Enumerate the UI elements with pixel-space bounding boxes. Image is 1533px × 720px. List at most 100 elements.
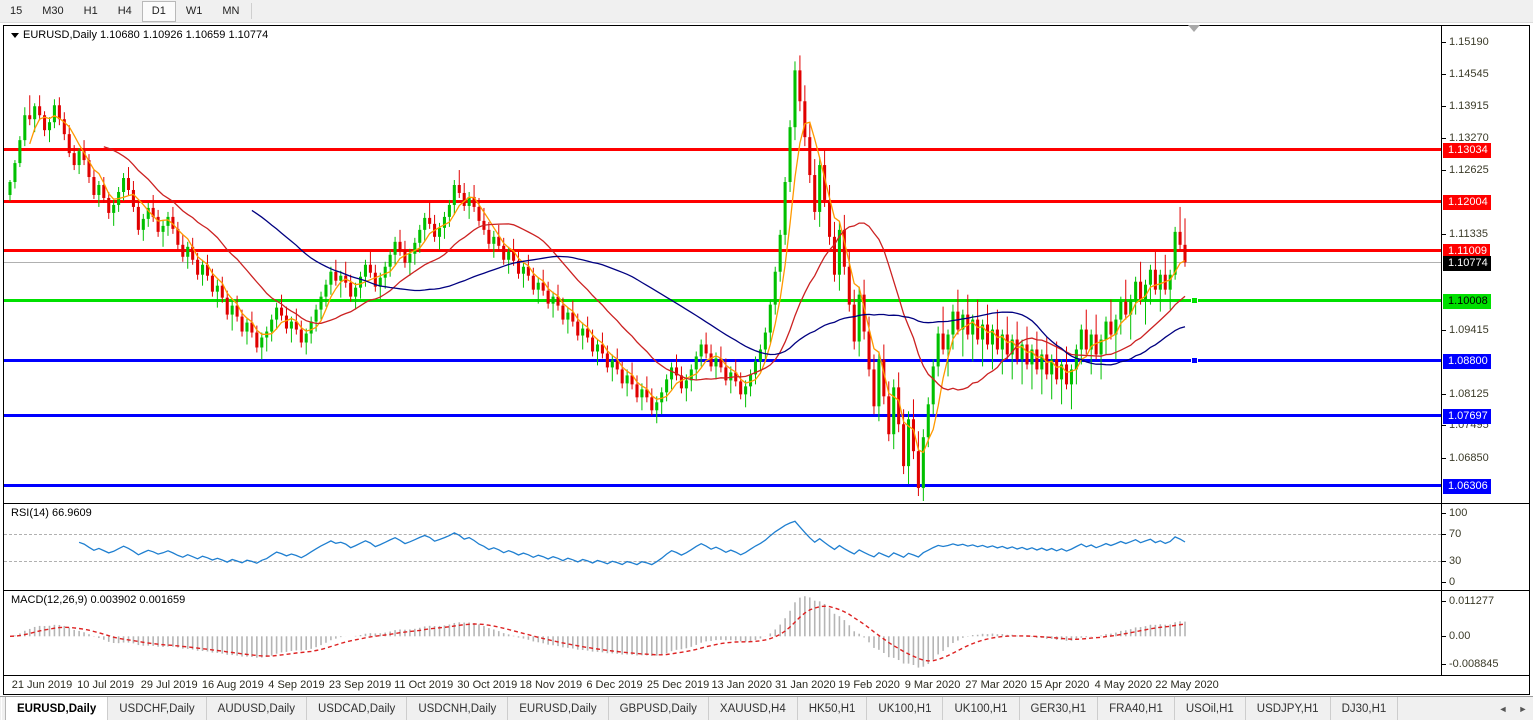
price-axis-label: 1.12625 (1449, 163, 1489, 176)
price-level-handle-1.08800[interactable] (1191, 357, 1198, 365)
price-level-handle-1.10008[interactable] (1191, 297, 1198, 305)
price-axis-label: 1.14545 (1449, 68, 1489, 81)
price-pane[interactable]: EURUSD,Daily 1.10680 1.10926 1.10659 1.1… (4, 26, 1529, 504)
date-axis-label: 9 Mar 2020 (904, 679, 961, 691)
moving-average-50 (251, 209, 1186, 366)
price-axis-tick (1442, 457, 1446, 459)
macd-axis-tick (1442, 664, 1446, 665)
chart-tab-uk100-h1[interactable]: UK100,H1 (867, 697, 944, 720)
timeframe-button-d1[interactable]: D1 (141, 0, 176, 22)
price-level-chip-1.10774[interactable]: 1.10774 (1443, 256, 1491, 272)
chart-tab-gbpusd-daily[interactable]: GBPUSD,Daily (609, 697, 709, 720)
macd-plot-area[interactable] (4, 591, 1441, 675)
tab-bar-grip[interactable] (0, 697, 6, 720)
price-axis-tick (1442, 169, 1446, 171)
price-level-chip-1.13034[interactable]: 1.13034 (1443, 143, 1491, 159)
rsi-plot-area[interactable] (4, 504, 1441, 590)
price-axis-label: 1.13270 (1449, 131, 1489, 144)
price-level-chip-1.07697[interactable]: 1.07697 (1443, 409, 1491, 425)
price-level-line-resistance-1.13034[interactable] (4, 148, 1441, 152)
chart-tab-hk50-h1[interactable]: HK50,H1 (798, 697, 868, 720)
macd-signal-line (9, 605, 1186, 662)
tab-scroll-left-button[interactable]: ◄ (1498, 703, 1508, 714)
macd-axis: 0.011277 0.00 -0.008845 (1441, 591, 1529, 675)
price-axis-tick (1442, 105, 1446, 107)
chart-tab-bar[interactable]: EURUSD,Daily USDCHF,Daily AUDUSD,Daily USDC… (0, 696, 1533, 720)
chart-window[interactable]: EURUSD,Daily 1.10680 1.10926 1.10659 1.1… (3, 25, 1530, 695)
timeframe-button-h4[interactable]: H4 (117, 4, 132, 17)
price-level-chip-1.12004[interactable]: 1.12004 (1443, 194, 1491, 210)
rsi-pane[interactable]: RSI(14) 66.9609 100 70 30 0 (4, 504, 1529, 591)
date-axis-label: 25 Dec 2019 (646, 679, 710, 691)
rsi-series (78, 520, 1186, 566)
date-axis-label: 4 May 2020 (1094, 679, 1153, 691)
chevron-down-icon[interactable] (11, 32, 19, 38)
chart-tab-usoil-h1[interactable]: USOil,H1 (1175, 697, 1246, 720)
price-level-line-support-1.07697[interactable] (4, 414, 1441, 418)
rsi-axis-tick (1442, 582, 1446, 583)
rsi-axis-tick (1442, 533, 1446, 535)
moving-average-5 (29, 115, 1186, 454)
rsi-axis-label: 70 (1449, 527, 1462, 540)
date-axis-label: 10 Jul 2019 (77, 679, 135, 691)
moving-average-20 (103, 146, 1186, 391)
date-axis[interactable]: 21 Jun 2019 10 Jul 2019 29 Jul 2019 16 Aug … (4, 676, 1529, 694)
chart-tab-usdcad-daily[interactable]: USDCAD,Daily (307, 697, 408, 720)
date-axis-label: 19 Feb 2020 (838, 679, 900, 691)
price-level-line-support-1.06306[interactable] (4, 483, 1441, 487)
macd-axis-tick (1442, 601, 1446, 602)
price-axis-label: 1.11335 (1449, 228, 1488, 241)
date-axis-label: 29 Jul 2019 (140, 679, 198, 691)
price-axis-label: 1.09415 (1449, 323, 1489, 336)
chart-tab-eurusd-daily[interactable]: EURUSD,Daily (508, 697, 609, 720)
rsi-axis-label: 30 (1449, 555, 1462, 568)
price-level-line-pivot-1.10008[interactable] (4, 299, 1441, 303)
price-level-line-current-price-1.10774[interactable] (4, 262, 1441, 264)
date-axis-label: 21 Jun 2019 (11, 679, 73, 691)
rsi-axis-label: 100 (1449, 507, 1468, 519)
chart-tab-usdcnh-daily[interactable]: USDCNH,Daily (407, 697, 509, 720)
price-axis-tick (1442, 137, 1446, 139)
rsi-axis-tick (1442, 513, 1446, 514)
price-plot-area[interactable] (4, 26, 1441, 503)
tab-scroll-right-button[interactable]: ► (1518, 703, 1528, 714)
date-axis-label: 27 Mar 2020 (965, 679, 1028, 691)
rsi-axis: 100 70 30 0 (1441, 504, 1529, 590)
price-axis-label: 1.08125 (1449, 388, 1489, 401)
chart-tab-fra40-h1[interactable]: FRA40,H1 (1098, 697, 1175, 720)
macd-series (9, 596, 1186, 668)
timeframe-button-m30[interactable]: M30 (42, 4, 64, 17)
timeframe-toolbar[interactable]: 15 M30 H1 H4 D1 W1 MN (0, 0, 1533, 23)
date-axis-label: 22 May 2020 (1155, 679, 1219, 691)
rsi-level-line-70 (4, 533, 1441, 535)
chart-tab-xauusd-h4[interactable]: XAUUSD,H4 (709, 697, 798, 720)
chart-tab-dj30-h1[interactable]: DJ30,H1 (1331, 697, 1399, 720)
chart-tab-audusd-daily[interactable]: AUDUSD,Daily (207, 697, 307, 720)
chart-tab-uk100-h1[interactable]: UK100,H1 (943, 697, 1020, 720)
price-level-line-resistance-1.12004[interactable] (4, 199, 1441, 203)
price-level-line-resistance-1.11009[interactable] (4, 249, 1441, 253)
timeframe-button-15[interactable]: 15 (10, 4, 23, 17)
macd-label: MACD(12,26,9) 0.003902 0.001659 (11, 594, 186, 606)
date-axis-label: 31 Jan 2020 (775, 679, 836, 691)
price-axis-label: 1.06850 (1449, 451, 1489, 464)
chart-tab-usdjpy-h1[interactable]: USDJPY,H1 (1246, 697, 1331, 720)
chart-tab-usdchf-daily[interactable]: USDCHF,Daily (108, 697, 207, 720)
chart-header: EURUSD,Daily 1.10680 1.10926 1.10659 1.1… (11, 29, 268, 42)
price-level-chip-1.11009[interactable]: 1.11009 (1443, 244, 1490, 260)
price-axis-tick (1442, 41, 1446, 43)
timeframe-button-mn[interactable]: MN (222, 4, 240, 17)
timeframe-button-w1[interactable]: W1 (185, 4, 203, 17)
rsi-level-line-30 (4, 561, 1441, 563)
price-level-chip-1.10008[interactable]: 1.10008 (1443, 294, 1491, 310)
timeframe-button-h1[interactable]: H1 (83, 4, 98, 17)
chart-top-marker-icon (1188, 25, 1200, 32)
price-level-chip-1.06306[interactable]: 1.06306 (1443, 478, 1491, 494)
price-level-chip-1.08800[interactable]: 1.08800 (1443, 354, 1491, 370)
price-axis-tick (1442, 394, 1446, 396)
chart-tab-eurusd-daily[interactable]: EURUSD,Daily (6, 697, 109, 720)
price-axis[interactable]: 1.15190 1.14545 1.13915 1.13270 1.12625 1.113… (1441, 26, 1529, 503)
date-axis-label: 16 Aug 2019 (201, 679, 264, 691)
chart-tab-ger30-h1[interactable]: GER30,H1 (1020, 697, 1099, 720)
macd-pane[interactable]: MACD(12,26,9) 0.003902 0.001659 0.011277… (4, 591, 1529, 676)
